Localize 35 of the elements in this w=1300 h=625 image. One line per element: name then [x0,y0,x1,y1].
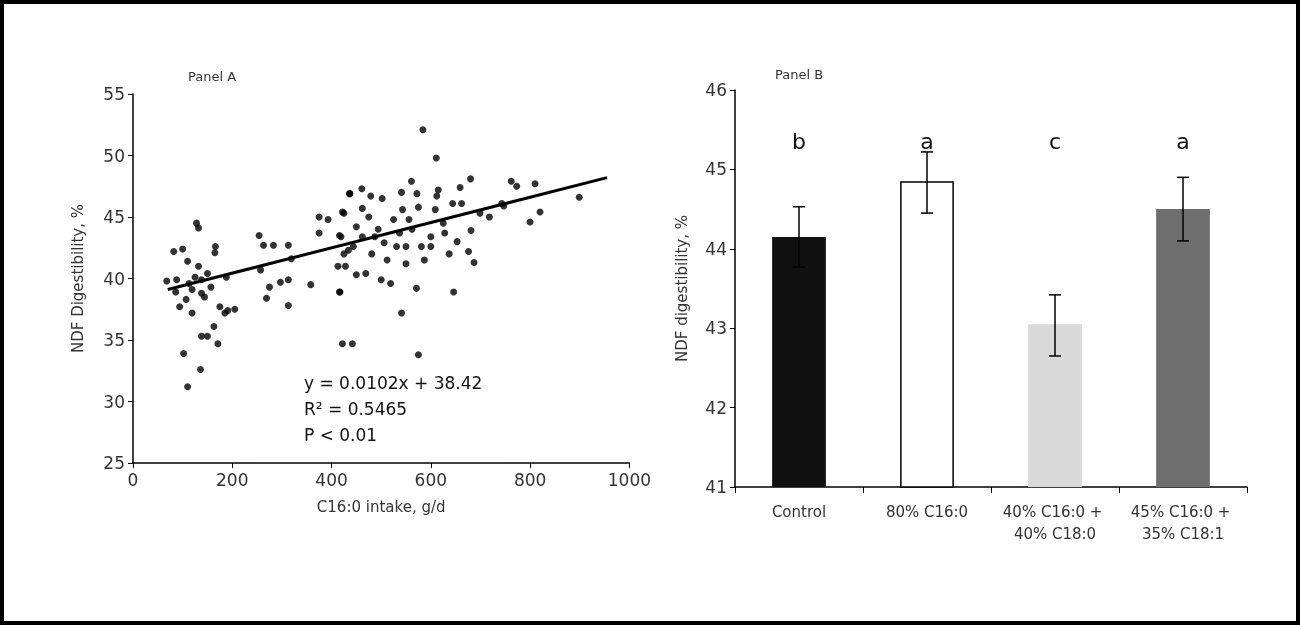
x-tick-label: 600 [414,469,448,490]
x-tick-label: 200 [216,469,249,490]
y-tick-label: 46 [705,80,727,100]
y-tick-label: 44 [705,238,727,259]
x-tick-label: 400 [315,469,348,490]
x-tick-label: 0 [127,469,139,490]
y-tick-label: 25 [103,453,125,473]
y-tick-label: 45 [103,207,125,227]
y-tick-label: 42 [705,397,727,418]
annotation: b [792,129,806,155]
y-tick-label: 43 [705,318,727,339]
y-tick-label: 45 [705,159,727,180]
x-tick-label: 80% C16:0 [885,503,969,521]
annotation: R² = 0.5465 [303,398,408,419]
x-tick-label: 45% C16:0 + 35% C18:1 [1130,503,1236,543]
annotation: a [920,129,934,155]
x-tick-label: Control [771,503,827,521]
text: Panel A [188,69,237,84]
annotation: P < 0.01 [303,424,378,445]
annotation: y = 0.0102x + 38.42 [303,372,483,393]
y-tick-label: 55 [103,84,125,104]
x-tick-label: 1000 [607,469,651,490]
x-tick-label: 40% C16:0 + 40% C18:0 [1002,503,1108,543]
x-axis-title: C16:0 intake, g/d [316,497,446,516]
text: Panel B [775,67,824,82]
y-axis-title: NDF Digestibility, % [68,203,87,354]
annotation: c [1048,129,1062,155]
x-tick-label: 800 [513,469,547,490]
y-tick-label: 41 [705,477,727,497]
y-tick-label: 30 [103,391,125,412]
annotation: a [1176,129,1190,155]
y-axis-title: NDF digestibility, % [672,214,691,363]
y-tick-label: 50 [103,145,125,166]
y-tick-label: 40 [103,268,125,289]
y-tick-label: 35 [103,330,125,350]
